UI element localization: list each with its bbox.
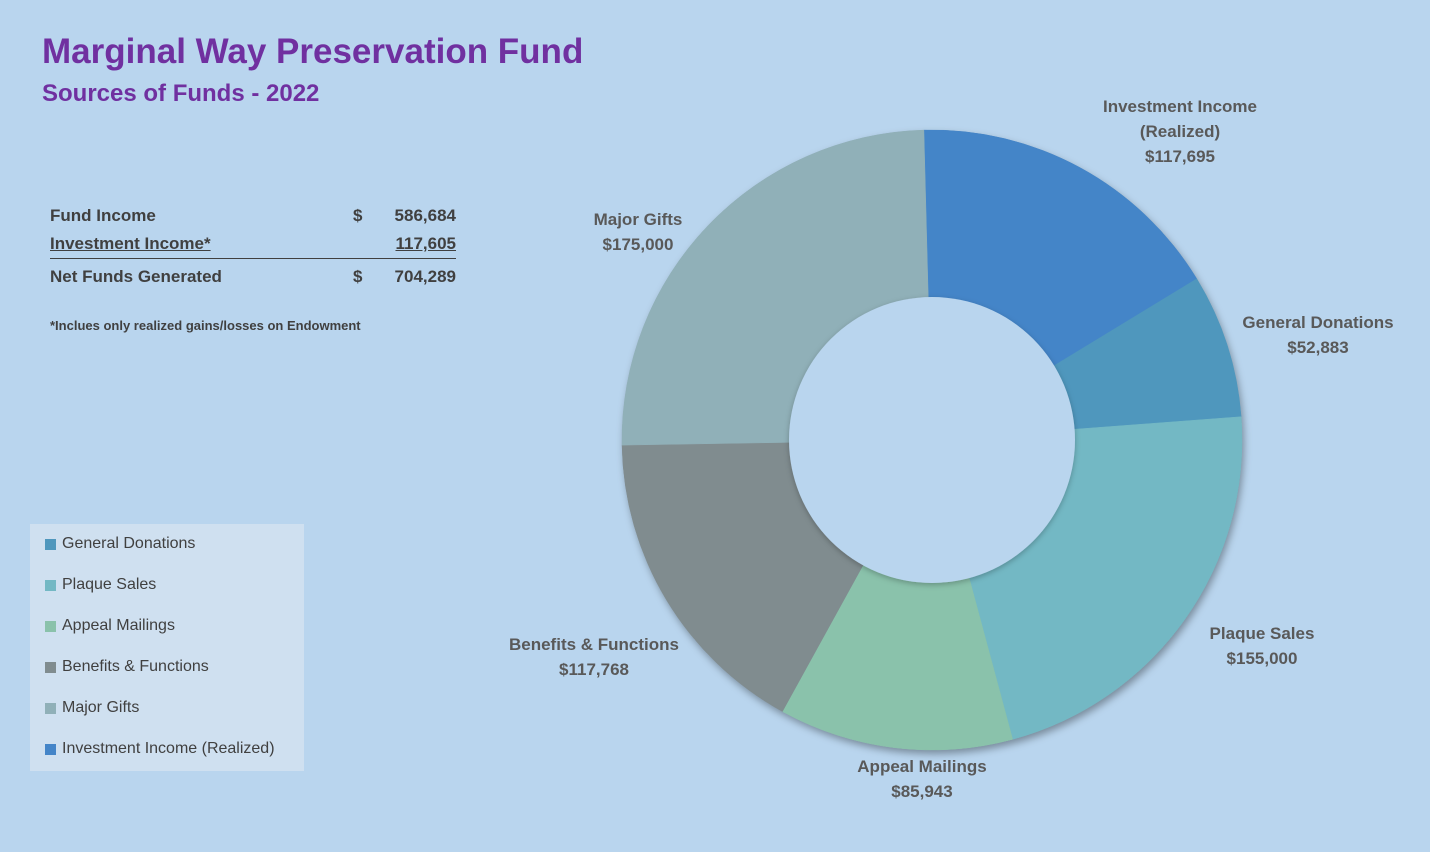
investment-income-label: Investment Income* (50, 234, 211, 253)
legend-swatch (45, 702, 56, 714)
fund-income-amount: 586,684 (394, 206, 456, 225)
legend-swatch (45, 538, 56, 550)
fund-income-currency: $ (353, 206, 363, 225)
page-title: Marginal Way Preservation Fund (42, 32, 584, 71)
legend-label: Major Gifts (62, 699, 140, 716)
slice-labels: Investment Income (Realized) $117,695 Gener… (509, 97, 1394, 801)
legend-item-appeal-mailings: Appeal Mailings (45, 616, 175, 636)
net-funds-row: Net Funds Generated $ 704,289 (50, 263, 456, 291)
legend-swatch (45, 743, 56, 755)
donut-slices (621, 129, 1243, 751)
legend-item-investment-income: Investment Income (Realized) (45, 739, 275, 759)
footnote: *Inclues only realized gains/losses on E… (50, 318, 361, 333)
slice-label: Benefits & Functions $117,768 (509, 635, 679, 679)
slice-label: Major Gifts $175,000 (594, 210, 683, 254)
legend-label: Appeal Mailings (62, 617, 175, 634)
fund-income-row: Fund Income $ 586,684 (50, 202, 456, 230)
slice-label: Plaque Sales $155,000 (1210, 624, 1315, 668)
legend-swatch (45, 620, 56, 632)
funds-summary-table: Fund Income $ 586,684 Investment Income*… (50, 202, 456, 291)
legend-swatch (45, 661, 56, 673)
investment-income-row: Investment Income* 117,605 (50, 230, 456, 259)
legend-item-major-gifts: Major Gifts (45, 698, 139, 718)
legend-item-benefits-functions: Benefits & Functions (45, 657, 209, 677)
slice-label: Appeal Mailings $85,943 (857, 757, 986, 801)
slice-label: Investment Income (Realized) $117,695 (1103, 97, 1257, 166)
legend-label: Plaque Sales (62, 576, 157, 593)
net-funds-currency: $ (353, 267, 363, 286)
net-funds-label: Net Funds Generated (50, 267, 222, 286)
legend-label: Benefits & Functions (62, 658, 209, 675)
fund-income-label: Fund Income (50, 206, 156, 225)
donut-hole (789, 297, 1075, 583)
chart-legend: General Donations Plaque Sales Appeal Ma… (30, 524, 304, 771)
legend-label: Investment Income (Realized) (62, 740, 275, 757)
page-subtitle: Sources of Funds - 2022 (42, 80, 320, 107)
legend-item-general-donations: General Donations (45, 534, 195, 554)
net-funds-amount: 704,289 (394, 267, 456, 286)
legend-item-plaque-sales: Plaque Sales (45, 575, 156, 595)
investment-income-amount: 117,605 (395, 234, 456, 253)
legend-label: General Donations (62, 535, 196, 552)
legend-swatch (45, 579, 56, 591)
slice-label: General Donations $52,883 (1242, 313, 1393, 357)
